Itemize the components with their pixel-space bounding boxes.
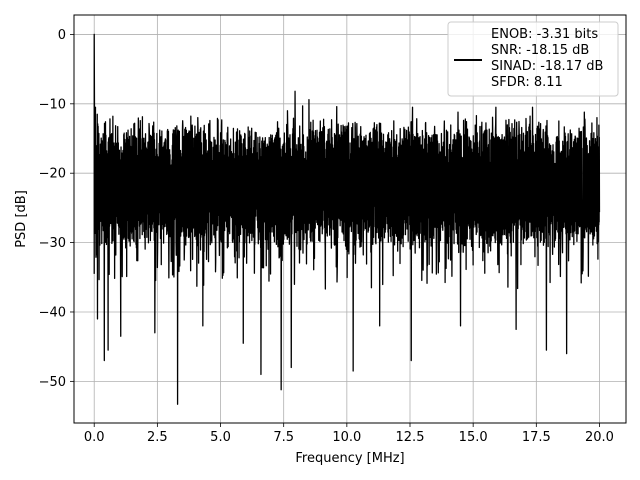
x-tick-label: 20.0 [585,430,614,445]
y-tick-label: −30 [39,236,66,251]
plot-area [93,33,601,405]
x-tick-label: 5.0 [210,430,231,445]
y-tick-label: −40 [39,305,66,320]
legend-snr: SNR: -18.15 dB [491,43,589,58]
y-ticks: 0 −10 −20 −30 −40 −50 [39,28,74,390]
psd-series-line [93,33,601,405]
legend-box [447,21,619,97]
legend-sfdr: SFDR: 8.11 [491,75,563,90]
y-tick-label: −20 [39,167,66,182]
legend: ENOB: -3.31 bits SNR: -18.15 dB SINAD: -… [447,21,619,97]
legend-enob: ENOB: -3.31 bits [491,27,598,42]
x-tick-label: 0.0 [84,430,105,445]
x-tick-label: 7.5 [273,430,294,445]
legend-sinad: SINAD: -18.17 dB [491,59,603,74]
y-tick-label: −10 [39,97,66,112]
x-tick-label: 15.0 [459,430,488,445]
x-tick-label: 2.5 [147,430,168,445]
x-axis-label: Frequency [MHz] [295,451,404,466]
x-tick-label: 12.5 [396,430,425,445]
x-ticks: 0.0 2.5 5.0 7.5 10.0 12.5 15.0 17.5 20.0 [84,423,614,445]
y-tick-label: 0 [58,28,66,43]
x-tick-label: 10.0 [332,430,361,445]
y-axis-label: PSD [dB] [14,190,29,248]
axes-frame [73,14,627,424]
x-tick-label: 17.5 [522,430,551,445]
y-tick-label: −50 [39,375,66,390]
